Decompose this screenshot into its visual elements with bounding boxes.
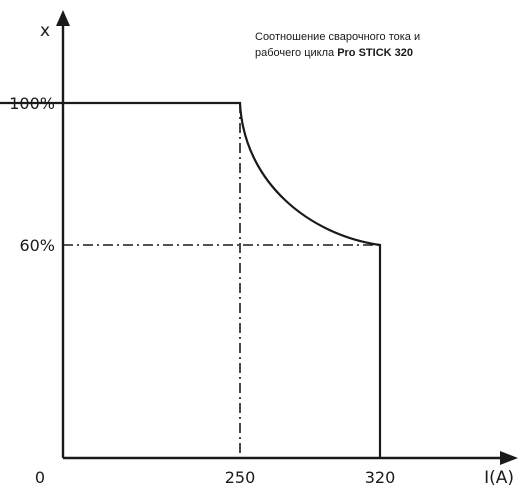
labels: 60% 100% 250 320 0 x I(A)	[9, 21, 514, 488]
caption-line-2-text: рабочего цикла	[255, 47, 338, 59]
reference-lines	[63, 103, 380, 458]
x-tick-label: 320	[365, 468, 396, 487]
y-tick-label: 100%	[9, 94, 55, 113]
x-tick-label: 250	[225, 468, 256, 487]
y-tick-label: 60%	[19, 236, 55, 255]
origin-label: 0	[35, 468, 45, 487]
caption-model-name: Pro STICK 320	[337, 47, 413, 59]
caption-line-1: Соотношение сварочного тока и	[255, 31, 421, 43]
x-axis-arrow	[500, 451, 518, 465]
y-axis-label: x	[40, 21, 50, 41]
series-line	[0, 101, 382, 458]
series-group	[0, 101, 382, 458]
caption-line-2: рабочего цикла Pro STICK 320	[255, 45, 495, 61]
y-axis-arrow	[56, 10, 70, 26]
x-axis-label: I(A)	[484, 468, 514, 488]
chart-caption: Соотношение сварочного тока и рабочего ц…	[255, 29, 495, 61]
axes	[56, 10, 518, 465]
